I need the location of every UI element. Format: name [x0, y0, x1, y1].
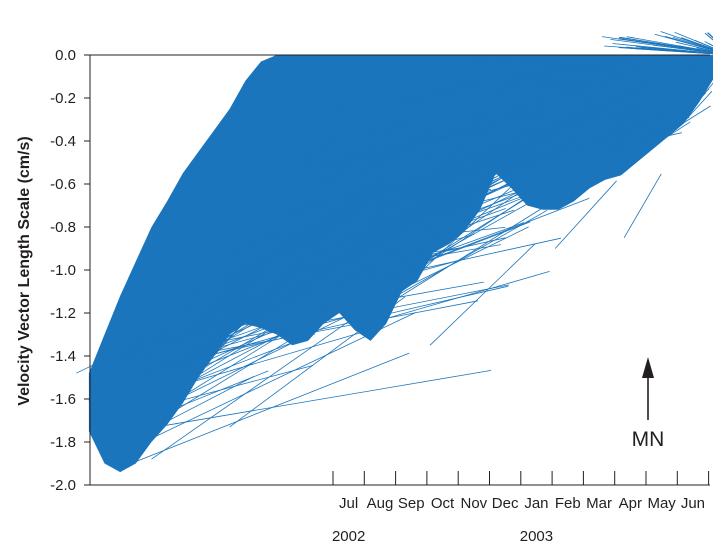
y-tick-label: -2.0: [50, 477, 76, 494]
y-tick-label: -1.2: [50, 305, 76, 322]
y-tick-label: -1.8: [50, 434, 76, 451]
x-tick-label: May: [647, 495, 676, 512]
north-marker-label: MN: [632, 428, 665, 451]
y-tick-label: -1.0: [50, 262, 76, 279]
y-tick-label: -0.6: [50, 176, 76, 193]
x-tick-label: Mar: [586, 495, 612, 512]
x-tick-label: Feb: [555, 495, 581, 512]
y-tick-label: 0.0: [55, 47, 76, 64]
velocity-vector: [624, 174, 661, 238]
x-tick-label: Apr: [619, 495, 642, 512]
x-tick-label: Nov: [461, 495, 488, 512]
y-tick-label: -1.4: [50, 348, 76, 365]
x-tick-label: Jun: [681, 495, 705, 512]
x-tick-label: Jul: [339, 495, 358, 512]
x-tick-label: Jan: [524, 495, 548, 512]
y-tick-label: -0.4: [50, 133, 76, 150]
y-tick-label: -1.6: [50, 391, 76, 408]
north-arrow-head-icon: [642, 357, 654, 378]
y-axis-title: Velocity Vector Length Scale (cm/s): [16, 136, 33, 405]
x-tick-label: Sep: [398, 495, 425, 512]
velocity-vectors: [76, 32, 713, 473]
x-tick-label: Aug: [367, 495, 394, 512]
x-year-label: 2002: [332, 528, 365, 545]
magnetic-north-marker: MN: [632, 357, 665, 451]
velocity-vector: [158, 370, 491, 426]
vector-envelope: [89, 55, 713, 472]
velocity-vector: [430, 244, 535, 346]
x-year-label: 2003: [520, 528, 553, 545]
x-tick-label: Oct: [431, 495, 455, 512]
y-tick-label: -0.8: [50, 219, 76, 236]
x-tick-label: Dec: [492, 495, 519, 512]
y-tick-label: -0.2: [50, 90, 76, 107]
